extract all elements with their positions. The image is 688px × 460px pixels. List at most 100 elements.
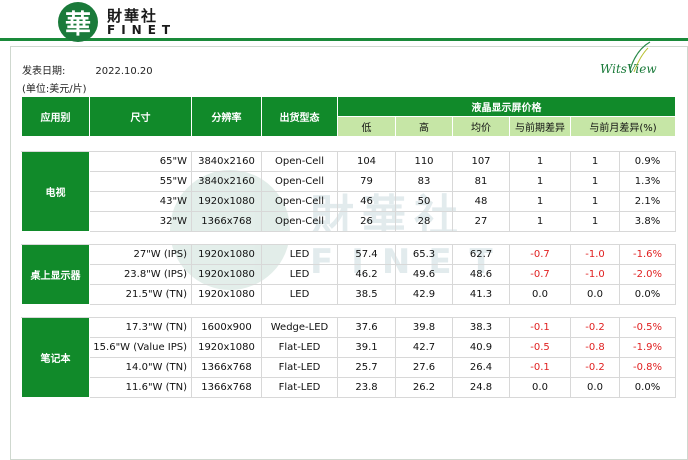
resolution-cell: 1600x900 [191,317,262,338]
header-divider [0,38,688,41]
low-cell: 39.1 [337,337,396,358]
high-cell: 27.6 [395,357,453,378]
diff-prev-cell: 1 [509,211,571,232]
col-low: 低 [337,116,396,137]
low-cell: 57.4 [337,244,396,265]
table-row: 43"W 1920x1080 Open-Cell 46 50 48 1 1 2.1% [22,191,676,212]
size-cell: 27"W (IPS) [89,244,192,265]
diff-month-cell: 1 [570,211,620,232]
resolution-cell: 1920x1080 [191,264,262,285]
form-cell: Open-Cell [261,171,338,192]
diff-prev-cell: -0.5 [509,337,571,358]
col-high: 高 [395,116,453,137]
avg-cell: 38.3 [452,317,510,338]
size-cell: 65"W [89,151,192,172]
low-cell: 46.2 [337,264,396,285]
form-cell: Open-Cell [261,191,338,212]
diff-prev-cell: -0.7 [509,264,571,285]
avg-cell: 27 [452,211,510,232]
size-cell: 14.0"W (TN) [89,357,192,378]
size-cell: 21.5"W (TN) [89,284,192,305]
low-cell: 26 [337,211,396,232]
col-diff-month: 与前月差异(%) [570,116,676,137]
diff-prev-cell: 0.0 [509,284,571,305]
form-cell: Wedge-LED [261,317,338,338]
publish-date: 2022.10.20 [95,66,153,77]
size-cell: 32"W [89,211,192,232]
publish-date-label: 发表日期: [22,66,66,77]
resolution-cell: 1920x1080 [191,244,262,265]
avg-cell: 62.7 [452,244,510,265]
diff-prev-cell: 1 [509,151,571,172]
diff-prev-cell: -0.7 [509,244,571,265]
diff-pct-cell: -2.0% [619,264,676,285]
high-cell: 42.7 [395,337,453,358]
size-cell: 43"W [89,191,192,212]
col-avg: 均价 [452,116,510,137]
col-price-group: 液晶显示屏价格 [337,96,676,117]
diff-month-cell: -0.2 [570,357,620,378]
table-row: 55"W 3840x2160 Open-Cell 79 83 81 1 1 1.3% [22,171,676,192]
witsview-logo-text: WitsView [600,62,657,76]
low-cell: 37.6 [337,317,396,338]
category-cell: 笔记本 [21,317,90,398]
diff-pct-cell: 0.0% [619,284,676,305]
diff-pct-cell: -1.6% [619,244,676,265]
avg-cell: 48.6 [452,264,510,285]
form-cell: LED [261,244,338,265]
lcd-price-table: 应用别 尺寸 分辨率 出货型态 液晶显示屏价格 低 高 均价 与前期差异 与前月… [21,96,676,398]
resolution-cell: 1366x768 [191,211,262,232]
diff-month-cell: -0.2 [570,317,620,338]
form-cell: LED [261,264,338,285]
high-cell: 42.9 [395,284,453,305]
form-cell: Flat-LED [261,357,338,378]
diff-pct-cell: 2.1% [619,191,676,212]
table-row: 11.6"W (TN) 1366x768 Flat-LED 23.8 26.2 24.8 0… [22,377,676,398]
group-gap [21,304,676,318]
diff-pct-cell: 3.8% [619,211,676,232]
size-cell: 11.6"W (TN) [89,377,192,398]
low-cell: 79 [337,171,396,192]
low-cell: 104 [337,151,396,172]
high-cell: 28 [395,211,453,232]
low-cell: 46 [337,191,396,212]
col-diff-prev: 与前期差异 [509,116,571,137]
low-cell: 38.5 [337,284,396,305]
avg-cell: 26.4 [452,357,510,378]
high-cell: 110 [395,151,453,172]
table-row: 32"W 1366x768 Open-Cell 26 28 27 1 1 3.8% [22,211,676,232]
size-cell: 55"W [89,171,192,192]
diff-prev-cell: 1 [509,191,571,212]
diff-pct-cell: 0.0% [619,377,676,398]
high-cell: 39.8 [395,317,453,338]
size-cell: 17.3"W (TN) [89,317,192,338]
group-gap [21,231,676,245]
diff-pct-cell: 1.3% [619,171,676,192]
diff-pct-cell: -1.9% [619,337,676,358]
resolution-cell: 1920x1080 [191,284,262,305]
table-row: 14.0"W (TN) 1366x768 Flat-LED 25.7 27.6 26.4-… [22,357,676,378]
high-cell: 65.3 [395,244,453,265]
diff-pct-cell: 0.9% [619,151,676,172]
size-cell: 23.8"W (IPS) [89,264,192,285]
brand-name-cn: 財華社 [107,7,159,25]
diff-month-cell: 1 [570,191,620,212]
table-row: 15.6"W (Value IPS) 1920x1080 Flat-LED 39.1 4… [22,337,676,358]
avg-cell: 24.8 [452,377,510,398]
diff-prev-cell: -0.1 [509,357,571,378]
group-gap [21,136,676,152]
table-row: 23.8"W (IPS) 1920x1080 LED 46.2 49.6 48.6 -0.7… [22,264,676,285]
diff-month-cell: 0.0 [570,284,620,305]
resolution-cell: 1366x768 [191,377,262,398]
table-row: 桌上显示器 27"W (IPS) 1920x1080 LED 57.4 65.3 62.7-… [21,244,676,305]
diff-month-cell: -1.0 [570,244,620,265]
avg-cell: 40.9 [452,337,510,358]
diff-month-cell: 1 [570,151,620,172]
resolution-cell: 1920x1080 [191,337,262,358]
table-row: 笔记本 17.3"W (TN) 1600x900 Wedge-LED 37.6 39.8 3… [21,317,676,398]
unit-note: (单位:美元/片) [22,84,87,95]
diff-month-cell: -1.0 [570,264,620,285]
low-cell: 25.7 [337,357,396,378]
avg-cell: 107 [452,151,510,172]
diff-month-cell: 0.0 [570,377,620,398]
